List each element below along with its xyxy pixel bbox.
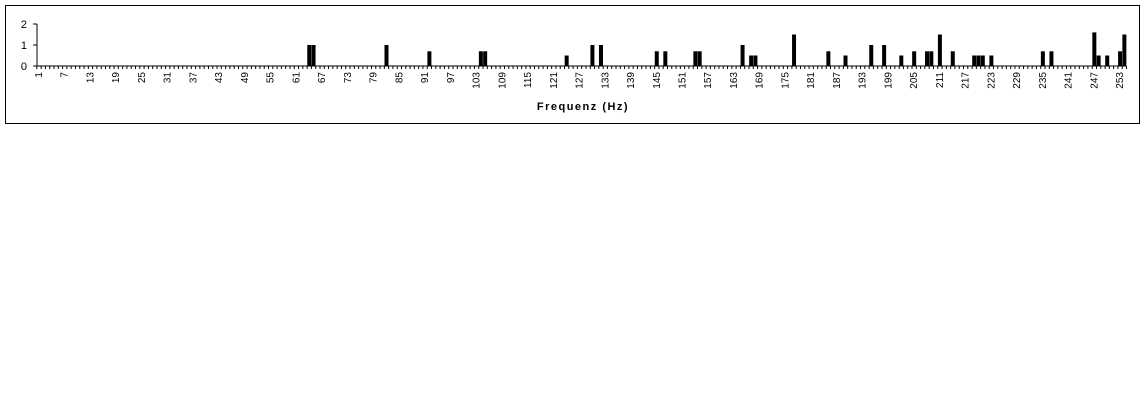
bar <box>937 34 942 66</box>
bar <box>950 51 955 66</box>
x-tick-label: 247 <box>1089 72 1100 89</box>
bar <box>989 55 994 66</box>
bar <box>869 45 874 66</box>
x-tick-label: 49 <box>240 72 251 84</box>
x-tick-label: 79 <box>369 72 380 84</box>
y-axis: 0 1 2 <box>21 19 38 73</box>
bar <box>792 34 797 66</box>
x-axis <box>36 65 1128 69</box>
x-tick-label: 163 <box>729 72 740 89</box>
x-tick-label: 7 <box>60 72 71 78</box>
x-tick-label: 187 <box>832 72 843 89</box>
x-tick-label: 253 <box>1115 72 1126 89</box>
bar <box>899 55 904 66</box>
x-tick-label: 217 <box>961 72 972 89</box>
frequency-bar-chart: 012 1 7 13 19 25 31 37 43 49 55 61 67 73 79 85 91 97 103 1… <box>21 19 1128 113</box>
x-tick-labels: 1 7 13 19 25 31 37 43 49 55 61 67 73 79 85 91 97 103 109 11… <box>34 72 1126 89</box>
y-tick-label: 1 <box>21 40 27 52</box>
x-tick-label: 109 <box>497 72 508 89</box>
bar <box>826 51 831 66</box>
x-tick-label: 31 <box>163 72 174 84</box>
bar <box>483 51 488 66</box>
bar <box>1092 32 1097 66</box>
bar <box>1122 34 1127 66</box>
bar <box>590 45 595 66</box>
bars-group <box>307 32 1127 66</box>
x-tick-label: 13 <box>85 72 96 84</box>
bar <box>384 45 389 66</box>
x-tick-label: 85 <box>394 72 405 84</box>
bar <box>697 51 702 66</box>
x-tick-label: 151 <box>678 72 689 89</box>
bar <box>307 45 312 66</box>
bar <box>980 55 985 66</box>
y-tick-label: 0 <box>21 61 27 73</box>
x-tick-label: 199 <box>883 72 894 89</box>
x-tick-label: 181 <box>806 72 817 89</box>
bar <box>654 51 659 66</box>
bar <box>598 45 603 66</box>
x-tick-label: 55 <box>266 72 277 84</box>
bar <box>929 51 934 66</box>
x-tick-label: 127 <box>575 72 586 89</box>
bar <box>1096 55 1101 66</box>
x-tick-label: 211 <box>935 72 946 88</box>
bar <box>564 55 569 66</box>
bar <box>972 55 977 66</box>
bar <box>925 51 930 66</box>
x-tick-label: 115 <box>523 72 534 88</box>
bar <box>749 55 754 66</box>
bar <box>663 51 668 66</box>
bar <box>1118 51 1123 66</box>
x-tick-label: 61 <box>291 72 302 84</box>
x-tick-label: 175 <box>780 72 791 89</box>
x-tick-label: 25 <box>137 72 148 84</box>
x-tick-label: 193 <box>858 72 869 89</box>
bar <box>882 45 887 66</box>
bar <box>740 45 745 66</box>
x-tick-label: 19 <box>111 72 122 84</box>
x-tick-label: 139 <box>626 72 637 89</box>
x-tick-label: 97 <box>446 72 457 84</box>
bar <box>427 51 432 66</box>
x-tick-label: 67 <box>317 72 328 84</box>
x-tick-label: 73 <box>343 72 354 84</box>
x-tick-label: 235 <box>1038 72 1049 89</box>
x-tick-label: 229 <box>1012 72 1023 89</box>
x-axis-title: Frequenz (Hz) <box>537 101 629 113</box>
bar <box>693 51 698 66</box>
x-tick-label: 241 <box>1064 72 1075 89</box>
x-tick-label: 43 <box>214 72 225 84</box>
x-tick-label: 133 <box>600 72 611 89</box>
bar <box>311 45 316 66</box>
bar <box>753 55 758 66</box>
bar <box>976 55 981 66</box>
bar <box>1105 55 1110 66</box>
bar <box>1049 51 1054 66</box>
x-tick-label: 169 <box>755 72 766 89</box>
x-tick-label: 37 <box>188 72 199 84</box>
x-tick-label: 145 <box>652 72 663 89</box>
bar <box>1040 51 1045 66</box>
bar <box>912 51 917 66</box>
bar <box>843 55 848 66</box>
x-tick-label: 205 <box>909 72 920 89</box>
bar <box>478 51 483 66</box>
x-tick-label: 223 <box>986 72 997 89</box>
x-tick-label: 121 <box>549 72 560 89</box>
x-tick-label: 91 <box>420 72 431 84</box>
x-tick-label: 157 <box>703 72 714 89</box>
x-tick-label: 1 <box>34 72 45 78</box>
x-tick-label: 103 <box>472 72 483 89</box>
y-tick-label: 2 <box>21 19 27 31</box>
